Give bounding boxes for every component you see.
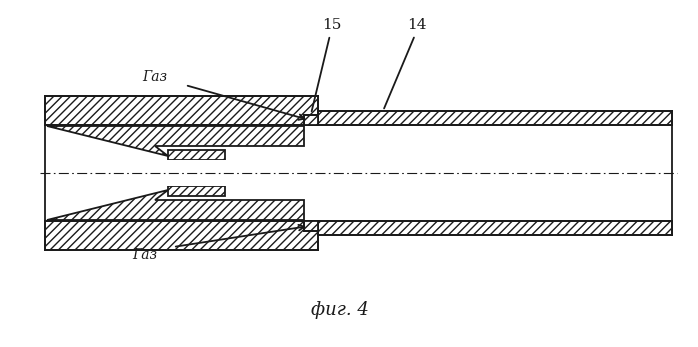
Polygon shape — [47, 190, 304, 220]
Bar — [168, 186, 225, 196]
Bar — [304, 115, 318, 125]
Bar — [168, 150, 225, 160]
Bar — [45, 221, 318, 250]
Polygon shape — [47, 126, 304, 156]
Bar — [45, 96, 318, 125]
Bar — [304, 115, 318, 125]
Bar — [45, 96, 318, 125]
Text: Газ: Газ — [142, 70, 168, 84]
Bar — [318, 221, 672, 235]
Text: фиг. 4: фиг. 4 — [311, 301, 369, 319]
Bar — [304, 221, 318, 231]
Bar — [318, 111, 672, 125]
Bar — [168, 150, 225, 160]
Text: 14: 14 — [407, 18, 426, 32]
Bar — [168, 186, 225, 196]
Bar — [45, 221, 318, 250]
Bar — [46, 126, 318, 220]
Bar — [318, 221, 672, 235]
Bar — [318, 111, 672, 125]
Bar — [304, 221, 318, 231]
Text: Газ: Газ — [133, 248, 158, 262]
Bar — [47, 160, 318, 186]
Text: 15: 15 — [322, 18, 342, 32]
Bar — [43, 94, 674, 252]
